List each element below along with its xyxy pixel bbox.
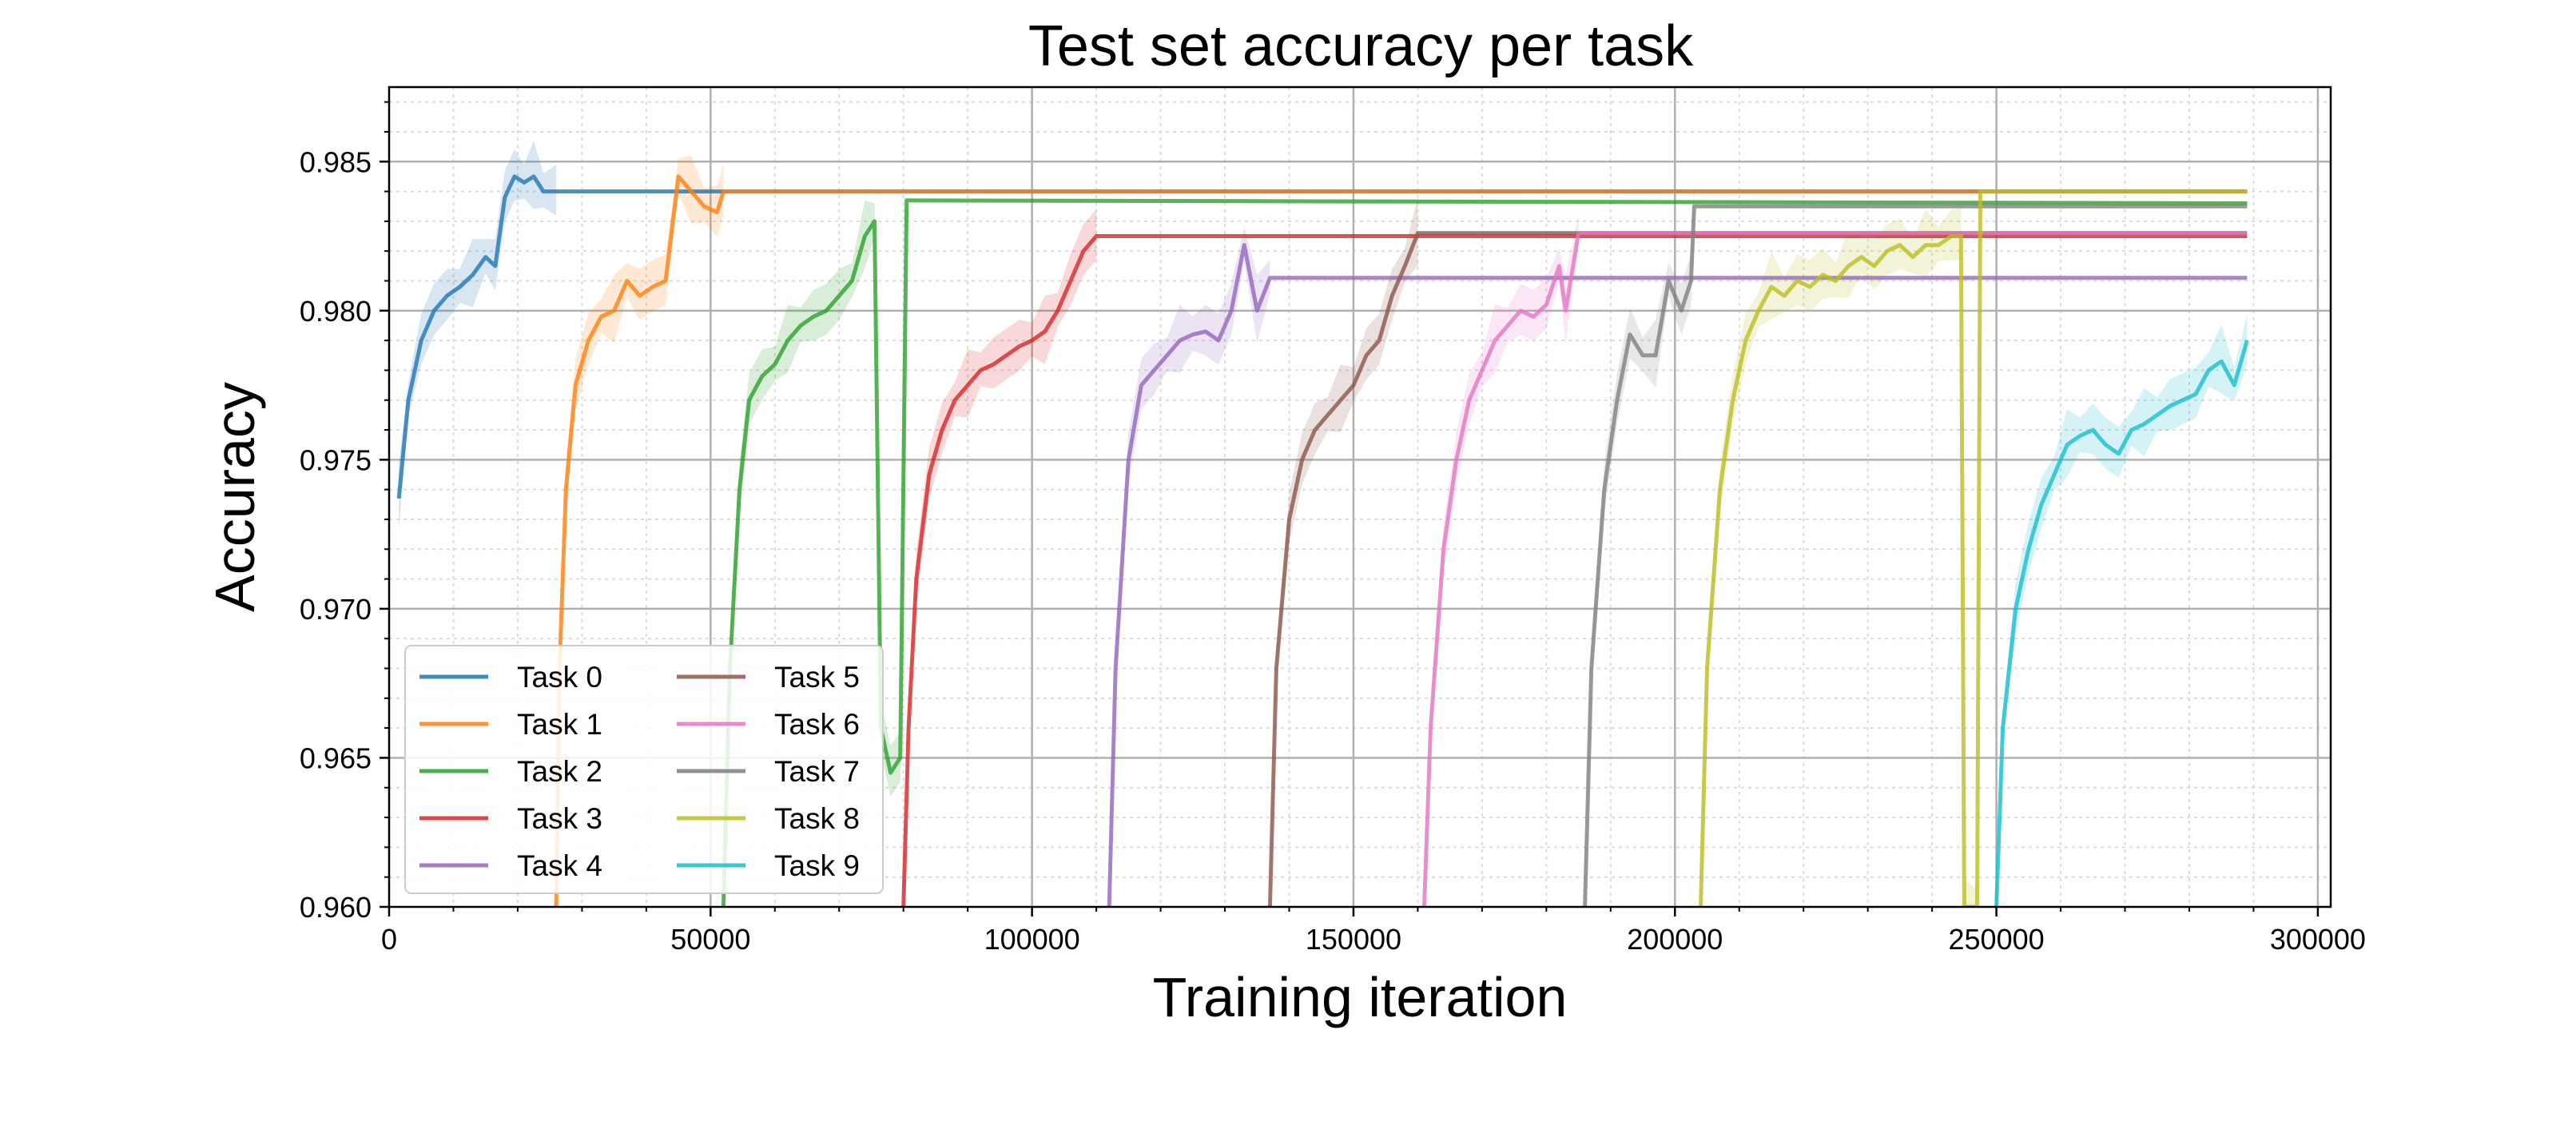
- legend-box: [404, 645, 884, 894]
- legend-label-task-2: Task 2: [517, 755, 602, 788]
- legend-label-task-8: Task 8: [774, 802, 860, 835]
- legend-label-task-5: Task 5: [774, 661, 860, 694]
- legend-label-task-1: Task 1: [517, 708, 602, 741]
- series-line-task-0: [396, 174, 2248, 499]
- x-tick-label: 250000: [1949, 923, 2045, 956]
- plot-frame: [388, 85, 2332, 908]
- confidence-band-task-1: [556, 155, 724, 907]
- x-tick-label: 100000: [984, 923, 1080, 956]
- y-tick-label: 0.960: [300, 891, 372, 924]
- confidence-band-task-2: [723, 182, 907, 907]
- series-line-task-1: [554, 174, 2248, 907]
- confidence-band-task-8: [1700, 155, 1981, 907]
- series-line-task-4: [1107, 243, 2248, 907]
- legend-label-task-0: Task 0: [517, 661, 602, 694]
- legend-label-task-7: Task 7: [774, 755, 860, 788]
- series-line-task-2: [721, 198, 2248, 907]
- series-line-task-6: [1422, 231, 2248, 907]
- y-tick-label: 0.980: [300, 295, 372, 328]
- series-line-task-9: [1994, 340, 2249, 907]
- confidence-band-task-4: [1109, 227, 1270, 907]
- x-tick-label: 200000: [1627, 923, 1723, 956]
- confidence-band-task-0: [399, 141, 557, 531]
- y-tick-label: 0.965: [300, 741, 372, 774]
- confidence-band-task-3: [903, 209, 1097, 907]
- x-tick-label: 300000: [2270, 923, 2366, 956]
- x-tick-label: 0: [381, 923, 397, 956]
- series-line-task-5: [1267, 231, 2248, 907]
- y-tick-label: 0.985: [300, 145, 372, 178]
- legend-label-task-9: Task 9: [774, 849, 860, 882]
- chart-title: Test set accuracy per task: [1028, 14, 1694, 78]
- y-axis-label: Accuracy: [204, 382, 266, 612]
- series-line-task-3: [901, 234, 2248, 907]
- legend: Task 0 Task 1 Task 2 Task 3 Task 4 Task 5 Task…: [404, 645, 884, 894]
- series-line-task-7: [1583, 204, 2248, 907]
- series-line-task-8: [1699, 189, 2248, 907]
- legend-label-task-6: Task 6: [774, 708, 860, 741]
- y-tick-label: 0.970: [300, 593, 372, 626]
- x-axis-label: Training iteration: [1153, 966, 1568, 1028]
- x-tick-label: 50000: [670, 923, 750, 956]
- y-tick-label: 0.975: [300, 443, 372, 476]
- legend-label-task-4: Task 4: [517, 849, 602, 882]
- x-tick-label: 150000: [1306, 923, 1401, 956]
- legend-label-task-3: Task 3: [517, 802, 602, 835]
